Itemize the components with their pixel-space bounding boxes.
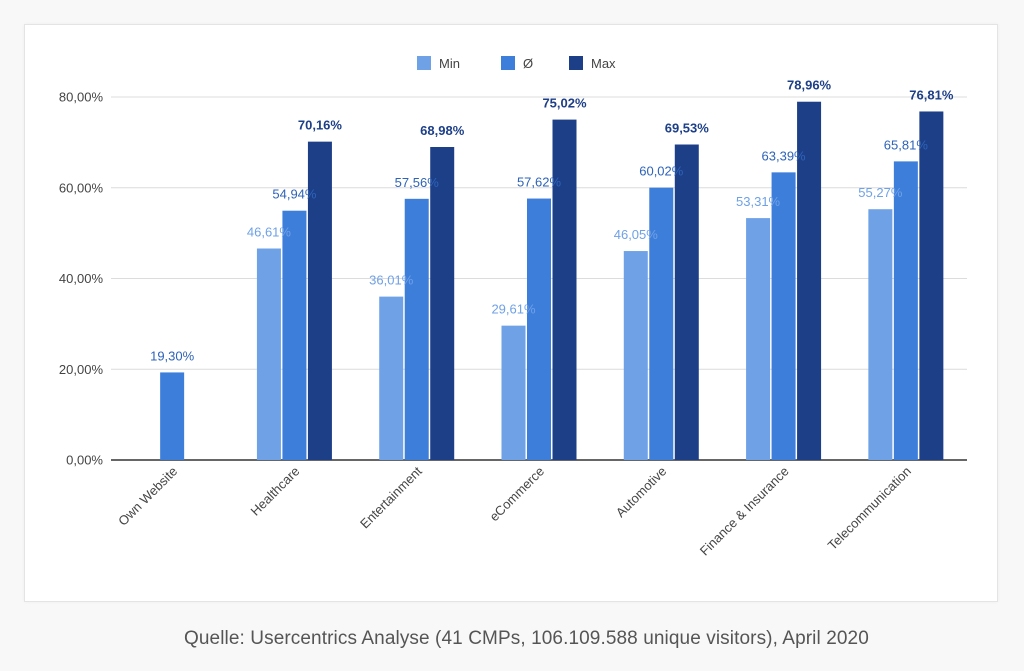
legend: Min Ø Max [417,56,616,71]
data-label-avg: 65,81% [884,137,929,152]
data-label-max: 75,02% [542,96,587,111]
data-label-min: 46,05% [614,227,659,242]
bar-avg [160,372,185,460]
bar-min [746,218,771,460]
data-labels: 19,30% 46,61% 54,94% 70,16% 36,01% 57,56% 68,9… [150,78,954,364]
data-label-max: 68,98% [420,123,465,138]
bar-chart: 0,00% 20,00% 40,00% 60,00% 80,00% 19,30% 46,6… [59,56,967,558]
legend-label-max: Max [591,56,616,71]
bar-avg [649,187,674,461]
data-label-avg: 60,02% [639,164,684,179]
data-label-avg: 54,94% [272,187,317,202]
legend-label-min: Min [439,56,460,71]
legend-swatch-avg [501,56,515,70]
bar-max [797,101,822,461]
y-tick-label: 60,00% [59,180,104,195]
data-label-min: 46,61% [247,225,292,240]
bars [160,101,944,461]
data-label-min: 55,27% [858,185,903,200]
data-label-min: 29,61% [491,302,536,317]
bar-avg [282,210,307,460]
data-label-avg: 63,39% [762,148,807,163]
x-tick-label: Healthcare [247,464,302,519]
bar-avg [527,198,551,460]
data-label-min: 53,31% [736,194,781,209]
bar-min [256,248,281,460]
x-tick-label: Finance & Insurance [697,464,792,559]
y-tick-label: 0,00% [66,453,103,468]
bar-max [307,141,332,461]
data-label-avg: 19,30% [150,348,195,363]
legend-label-avg: Ø [523,56,533,71]
x-axis-ticks: Own Website Healthcare Entertainment eComme… [115,463,914,558]
chart-card: 0,00% 20,00% 40,00% 60,00% 80,00% 19,30% 46,6… [24,24,998,602]
data-label-max: 69,53% [665,121,710,136]
data-label-avg: 57,62% [517,175,562,190]
x-tick-label: Entertainment [357,463,425,531]
data-label-max: 76,81% [909,87,954,102]
bar-avg [893,161,918,460]
source-caption: Quelle: Usercentrics Analyse (41 CMPs, 1… [184,628,869,649]
bar-avg [404,198,429,460]
bar-min [868,209,893,460]
legend-swatch-max [569,56,583,70]
x-tick-label: Own Website [115,464,180,529]
data-label-max: 78,96% [787,78,832,93]
y-tick-label: 20,00% [59,362,104,377]
x-tick-label: eCommerce [486,464,547,525]
bar-max [430,147,455,461]
legend-swatch-min [417,56,431,70]
data-label-min: 36,01% [369,273,414,288]
x-tick-label: Automotive [613,464,670,521]
bar-min [501,325,526,460]
bar-max [552,119,577,461]
bar-min [623,251,648,460]
bar-max [919,111,944,461]
data-label-max: 70,16% [298,118,343,133]
bar-min [379,296,404,460]
bar-max [674,144,699,460]
bar-avg [771,172,796,461]
y-tick-label: 40,00% [59,271,104,286]
y-tick-label: 80,00% [59,90,104,105]
x-tick-label: Telecommunication [825,464,914,553]
data-label-avg: 57,56% [395,175,440,190]
y-axis-ticks: 0,00% 20,00% 40,00% 60,00% 80,00% [59,90,104,468]
